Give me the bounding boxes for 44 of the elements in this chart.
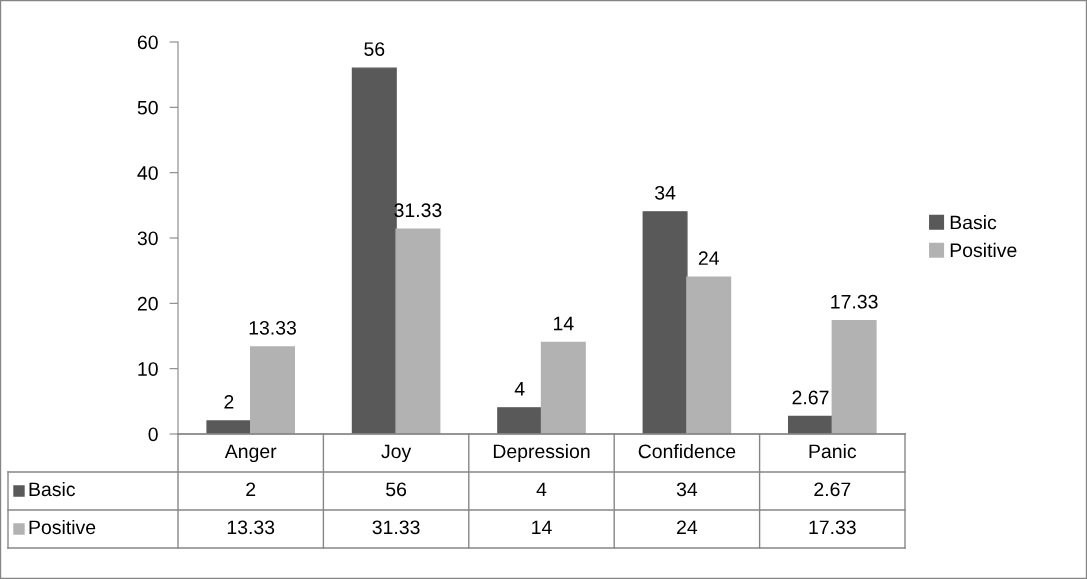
data-label: 13.33 — [227, 520, 275, 535]
bar — [787, 415, 833, 434]
annotation: 17.33 — [831, 294, 878, 309]
x-tick-label: Panic — [809, 443, 857, 459]
data-label: 4 — [536, 482, 547, 497]
x-tick-label: Anger — [224, 444, 277, 463]
x-tick-label: Confidence — [638, 443, 736, 459]
data-label: 14 — [532, 520, 552, 535]
y-tick-label: 20 — [137, 296, 158, 311]
text: Basic — [29, 481, 76, 497]
y-tick-label: 10 — [138, 362, 158, 376]
y-tick-label: 40 — [137, 166, 158, 180]
y-tick-label: 50 — [137, 100, 158, 115]
bar — [642, 211, 688, 434]
legend-label: Basic — [950, 215, 997, 230]
x-tick-label: Depression — [493, 443, 590, 463]
legend-label: Positive — [950, 242, 1017, 258]
annotation: 24 — [698, 251, 719, 265]
bar — [540, 341, 586, 434]
annotation: 34 — [655, 185, 676, 200]
annotation: 2.67 — [792, 390, 829, 405]
data-label: 34 — [676, 482, 698, 497]
y-tick-label: 60 — [137, 35, 158, 50]
data-label: 56 — [386, 482, 407, 497]
bar — [831, 320, 877, 434]
y-tick-label: 0 — [148, 427, 158, 442]
data-label: 17.33 — [809, 520, 856, 535]
x-tick-label: Joy — [381, 444, 412, 463]
bar — [497, 407, 543, 434]
data-label: 31.33 — [372, 520, 420, 535]
annotation: 56 — [364, 42, 385, 56]
annotation: 4 — [514, 382, 525, 396]
y-tick-label: 30 — [137, 231, 158, 246]
data-label: 2.67 — [814, 482, 851, 497]
data-label: 24 — [677, 520, 698, 535]
annotation: 14 — [553, 316, 574, 331]
data-label: 2 — [246, 482, 256, 497]
bar — [206, 420, 252, 434]
bar — [250, 346, 296, 434]
annotation: 2 — [224, 394, 234, 409]
bar — [395, 228, 441, 434]
annotation: 13.33 — [249, 320, 296, 335]
text: Positive — [29, 519, 96, 535]
bar — [686, 276, 732, 434]
